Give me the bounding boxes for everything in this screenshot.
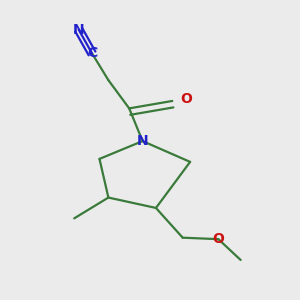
Text: N: N [73,22,85,37]
Text: O: O [212,232,224,246]
Text: N: N [137,134,148,148]
Text: C: C [87,46,97,60]
Text: O: O [181,92,193,106]
